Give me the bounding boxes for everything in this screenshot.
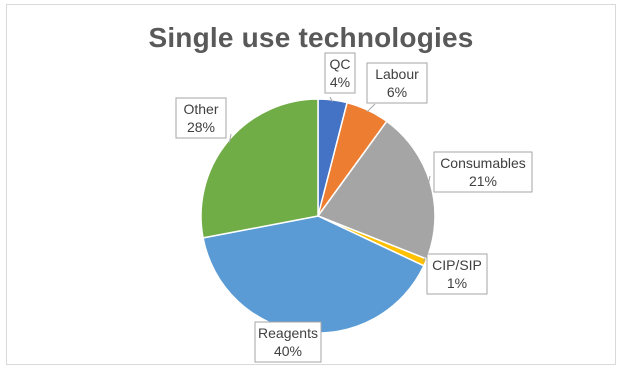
leader-line	[228, 133, 232, 143]
data-label-box	[324, 52, 356, 94]
data-label-category: CIP/SIP	[432, 257, 482, 273]
data-label-value: 28%	[187, 119, 215, 135]
pie-slice-other	[200, 98, 319, 239]
pie-slice-consumables	[316, 120, 436, 261]
leader-line	[427, 175, 431, 185]
data-label-value: 6%	[387, 84, 407, 100]
data-label-box	[175, 97, 227, 139]
data-label-category: QC	[330, 56, 351, 72]
data-label-box	[433, 151, 533, 193]
data-label-category: Labour	[375, 66, 419, 82]
data-label-value: 21%	[469, 173, 497, 189]
leader-line	[366, 103, 376, 113]
data-label-box	[426, 253, 488, 295]
data-label-value: 40%	[274, 343, 302, 359]
data-label-category: Other	[183, 101, 218, 117]
chart-title: Single use technologies	[148, 22, 474, 53]
data-label-box	[366, 62, 428, 104]
data-label-category: Reagents	[258, 325, 318, 341]
leader-line	[423, 257, 426, 262]
data-label-value: 4%	[330, 74, 350, 90]
leader-line	[329, 96, 333, 103]
data-label-category: Consumables	[440, 155, 526, 171]
data-label-box	[254, 321, 322, 363]
data-label-value: 1%	[447, 275, 467, 291]
